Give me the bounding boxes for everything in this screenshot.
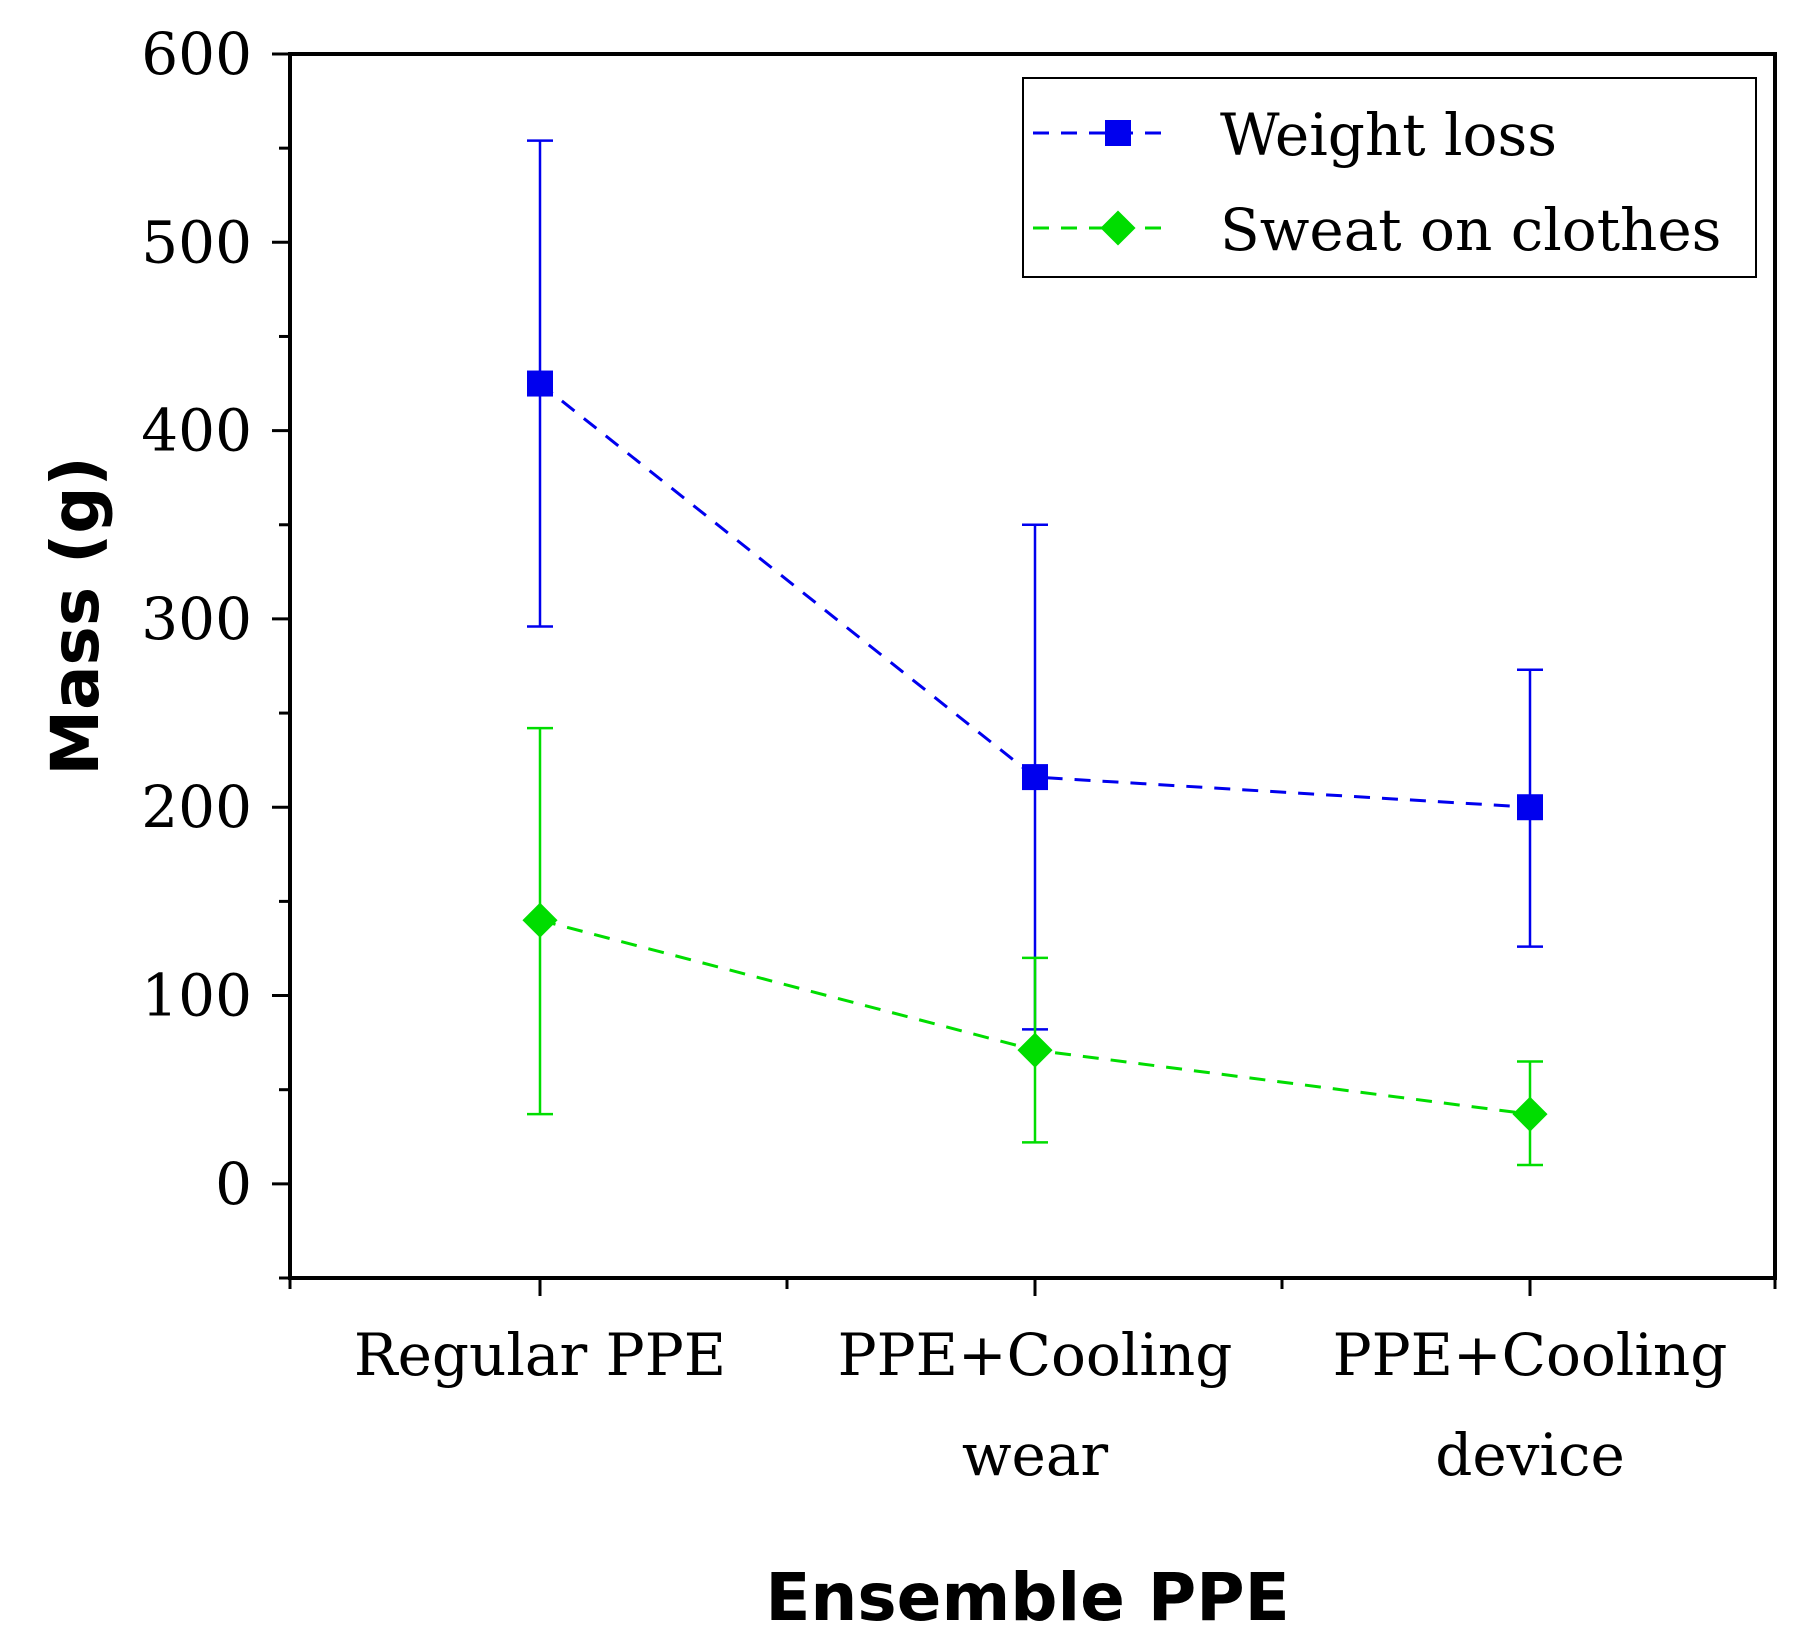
x-tick-label: PPE+Cooling — [1333, 1321, 1728, 1389]
y-tick-label: 300 — [141, 585, 252, 653]
x-axis: Regular PPE PPE+Cooling wear PPE+Cooling dev… — [288, 1278, 1777, 1489]
data-point — [1512, 1096, 1548, 1132]
plot-frame — [288, 52, 1777, 1280]
x-tick-label: PPE+Cooling — [838, 1321, 1233, 1389]
data-point — [1517, 794, 1543, 821]
y-tick-label: 200 — [141, 773, 252, 841]
y-tick-label: 0 — [215, 1150, 252, 1218]
x-tick-label: wear — [962, 1421, 1109, 1489]
y-tick-label: 100 — [141, 962, 252, 1030]
legend: Weight loss Sweat on clothes — [1022, 77, 1757, 278]
x-axis-title: Ensemble PPE — [765, 1559, 1289, 1636]
legend-label: Weight loss — [1220, 101, 1557, 169]
y-axis: 0 100 200 300 400 500 600 — [141, 20, 290, 1280]
y-tick-label: 600 — [141, 20, 252, 88]
data-point — [527, 370, 553, 397]
y-tick-label: 500 — [141, 208, 252, 276]
y-tick-label: 400 — [141, 397, 252, 465]
data-point — [522, 902, 558, 938]
plot-border — [288, 52, 1777, 1280]
data-point — [1017, 1032, 1053, 1068]
x-tick-label: Regular PPE — [354, 1321, 726, 1389]
legend-marker — [1100, 210, 1136, 246]
legend-marker — [1105, 120, 1131, 146]
x-tick-label: device — [1435, 1421, 1625, 1489]
legend-box — [1022, 77, 1757, 278]
y-axis-title: Mass (g) — [37, 456, 114, 775]
series-sweat-on-clothes — [522, 726, 1548, 1167]
data-point — [1022, 764, 1048, 791]
series-weight-loss — [527, 139, 1543, 1031]
series-line — [539, 382, 1531, 809]
series-layer — [522, 139, 1548, 1167]
legend-label: Sweat on clothes — [1220, 196, 1721, 264]
